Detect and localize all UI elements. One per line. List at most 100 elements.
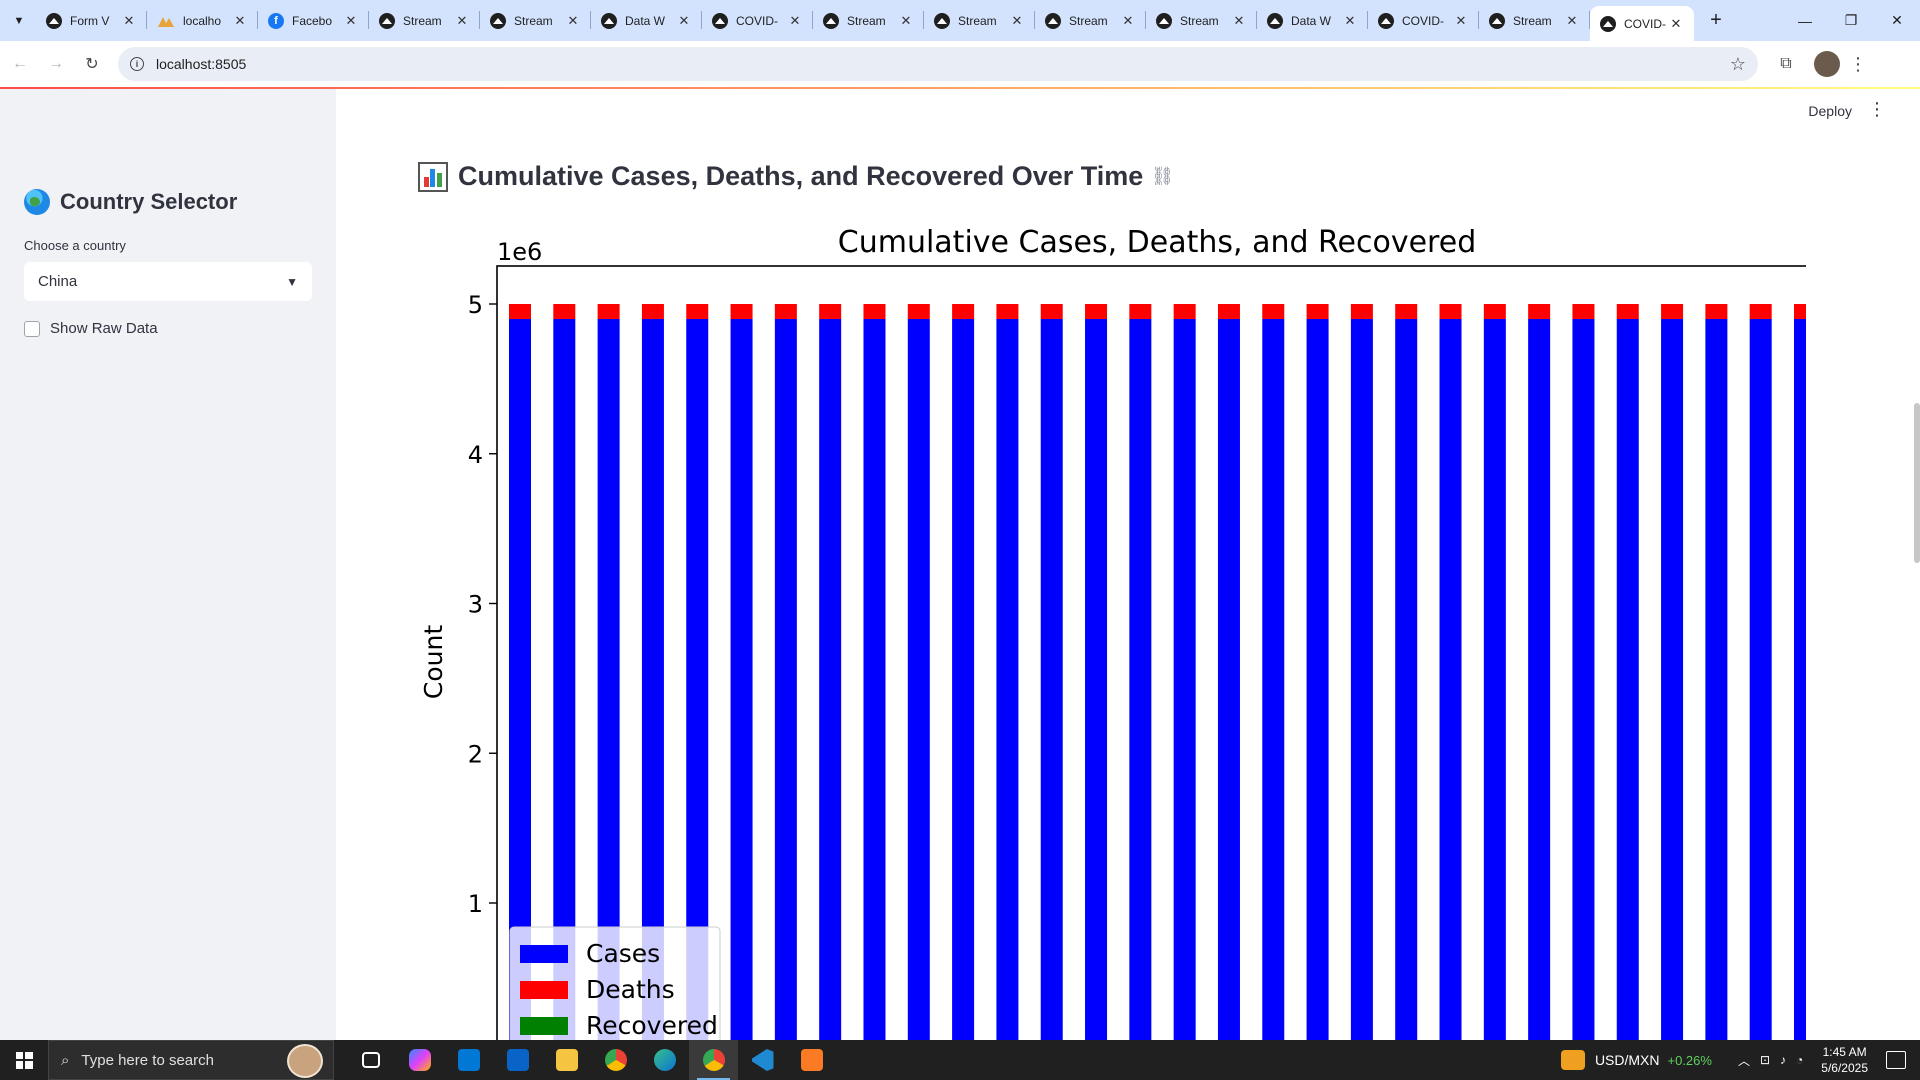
notifications-icon[interactable] [1886,1051,1906,1069]
tab-close-icon[interactable]: ✕ [1233,12,1245,28]
bar-cases [1661,318,1684,1080]
show-raw-data-toggle[interactable]: Show Raw Data [24,320,158,337]
bar-deaths [907,304,930,319]
file-explorer-icon[interactable] [542,1040,591,1080]
tab-title: COVID- [736,13,778,28]
tab-close-icon[interactable]: ✕ [123,12,135,28]
browser-tab[interactable]: Stream ✕ [813,0,924,41]
clock[interactable]: 1:45 AM 5/6/2025 [1821,1044,1868,1076]
volume-icon[interactable]: ♪ [1780,1053,1787,1067]
stock-widget-icon[interactable] [1560,1050,1585,1070]
browser-tab[interactable]: localho ✕ [147,0,258,41]
chrome-icon[interactable] [591,1040,640,1080]
browser-tab[interactable]: Data W ✕ [591,0,702,41]
network-icon[interactable]: ⊡ [1759,1053,1771,1067]
browser-tab[interactable]: Stream ✕ [1479,0,1590,41]
browser-tab[interactable]: Data W ✕ [1257,0,1368,41]
bar-cases [597,318,620,1080]
bar-cases [1085,318,1108,1080]
taskbar-search-box[interactable]: ⌕ Type here to search [48,1040,334,1080]
tab-close-icon[interactable]: ✕ [900,12,912,28]
anchor-link-icon[interactable]: ⛓ [1151,166,1175,186]
main-content: Deploy ⋮ Cumulative Cases, Deaths, and R… [336,89,1920,1080]
tab-search-icon[interactable]: ▼ [13,14,25,27]
bar-cases [819,318,842,1080]
browser-tab[interactable]: COVID- ✕ [1590,6,1694,41]
pinned-apps [346,1040,836,1080]
tab-close-icon[interactable]: ✕ [1566,12,1578,28]
stock-change[interactable]: +0.26% [1667,1052,1712,1068]
address-bar[interactable]: i localhost:8505 ☆ [118,47,1758,81]
bar-deaths [1528,304,1551,319]
browser-tab[interactable]: Stream ✕ [480,0,591,41]
y-axis-label: Count [419,625,448,699]
bar-deaths [1217,304,1240,319]
tab-close-icon[interactable]: ✕ [1344,12,1356,28]
bar-deaths [686,304,709,319]
tab-title: COVID- [1624,16,1666,31]
browser-menu-icon[interactable]: ⋮ [1849,53,1867,74]
xampp-icon[interactable] [787,1040,836,1080]
bar-cases [1395,318,1418,1080]
tab-close-icon[interactable]: ✕ [234,12,246,28]
tab-close-icon[interactable]: ✕ [789,12,801,28]
tab-close-icon[interactable]: ✕ [1011,12,1023,28]
browser-tab[interactable]: f Facebo ✕ [258,0,369,41]
stock-name[interactable]: USD/MXN [1594,1052,1660,1068]
minimize-button[interactable]: — [1798,12,1812,29]
profile-avatar[interactable] [1814,51,1840,77]
tab-close-icon[interactable]: ✕ [1122,12,1134,28]
browser-tab[interactable]: Stream ✕ [1035,0,1146,41]
wifi-icon[interactable]: ◔ [1796,1053,1804,1067]
site-info-icon[interactable]: i [130,57,144,71]
tab-close-icon[interactable]: ✕ [1670,15,1682,31]
task-view-icon[interactable] [346,1040,395,1080]
tab-close-icon[interactable]: ✕ [456,12,468,28]
bar-cases [1705,318,1728,1080]
legend-label: Deaths [586,975,675,1004]
browser-tab-strip: ▼ Form V ✕ localho ✕ f Facebo ✕ Stream ✕ Stream ✕ D… [0,0,1920,41]
edge-icon[interactable] [640,1040,689,1080]
windows-start-icon[interactable] [0,1040,48,1080]
restore-button[interactable]: ❐ [1844,12,1858,28]
chrome-active-icon[interactable] [689,1040,738,1080]
copilot-icon[interactable] [395,1040,444,1080]
streamlit-icon [934,12,950,29]
browser-tab[interactable]: Form V ✕ [36,0,147,41]
browser-tab[interactable]: COVID- ✕ [702,0,813,41]
forward-button[interactable]: → [48,55,64,72]
streamlit-icon [1378,12,1394,29]
streamlit-icon [1045,12,1061,29]
back-button[interactable]: ← [12,55,28,72]
tab-close-icon[interactable]: ✕ [567,12,579,28]
tab-close-icon[interactable]: ✕ [1455,12,1467,28]
browser-tab[interactable]: Stream ✕ [924,0,1035,41]
close-window-button[interactable]: ✕ [1891,12,1903,28]
bar-deaths [509,304,531,319]
country-select[interactable]: China ▼ [24,262,312,301]
bookmark-star-icon[interactable]: ☆ [1729,53,1746,74]
bar-cases [1129,318,1152,1080]
vscode-icon[interactable] [738,1040,787,1080]
country-select-value: China [38,273,78,290]
browser-tab[interactable]: Stream ✕ [1146,0,1257,41]
sidebar-title-text: Country Selector [60,189,238,214]
browser-tab[interactable]: Stream ✕ [369,0,480,41]
tab-close-icon[interactable]: ✕ [678,12,690,28]
url-text[interactable]: localhost:8505 [156,56,247,72]
extensions-icon[interactable]: ⧉ [1780,55,1792,72]
bar-cases [1040,318,1063,1080]
new-tab-button[interactable]: + [1710,9,1722,31]
reload-button[interactable]: ↻ [85,56,99,73]
y-tick-label: 3 [468,591,483,619]
chevron-up-icon[interactable]: ︿ [1737,1053,1750,1068]
show-raw-data-checkbox[interactable] [24,320,40,337]
main-menu-icon[interactable]: ⋮ [1868,99,1886,119]
deploy-button[interactable]: Deploy [1808,103,1852,119]
scrollbar[interactable] [1914,403,1920,563]
store-icon[interactable] [444,1040,493,1080]
show-raw-data-label: Show Raw Data [50,320,158,337]
browser-tab[interactable]: COVID- ✕ [1368,0,1479,41]
outlook-icon[interactable] [493,1040,542,1080]
tab-close-icon[interactable]: ✕ [345,12,357,28]
